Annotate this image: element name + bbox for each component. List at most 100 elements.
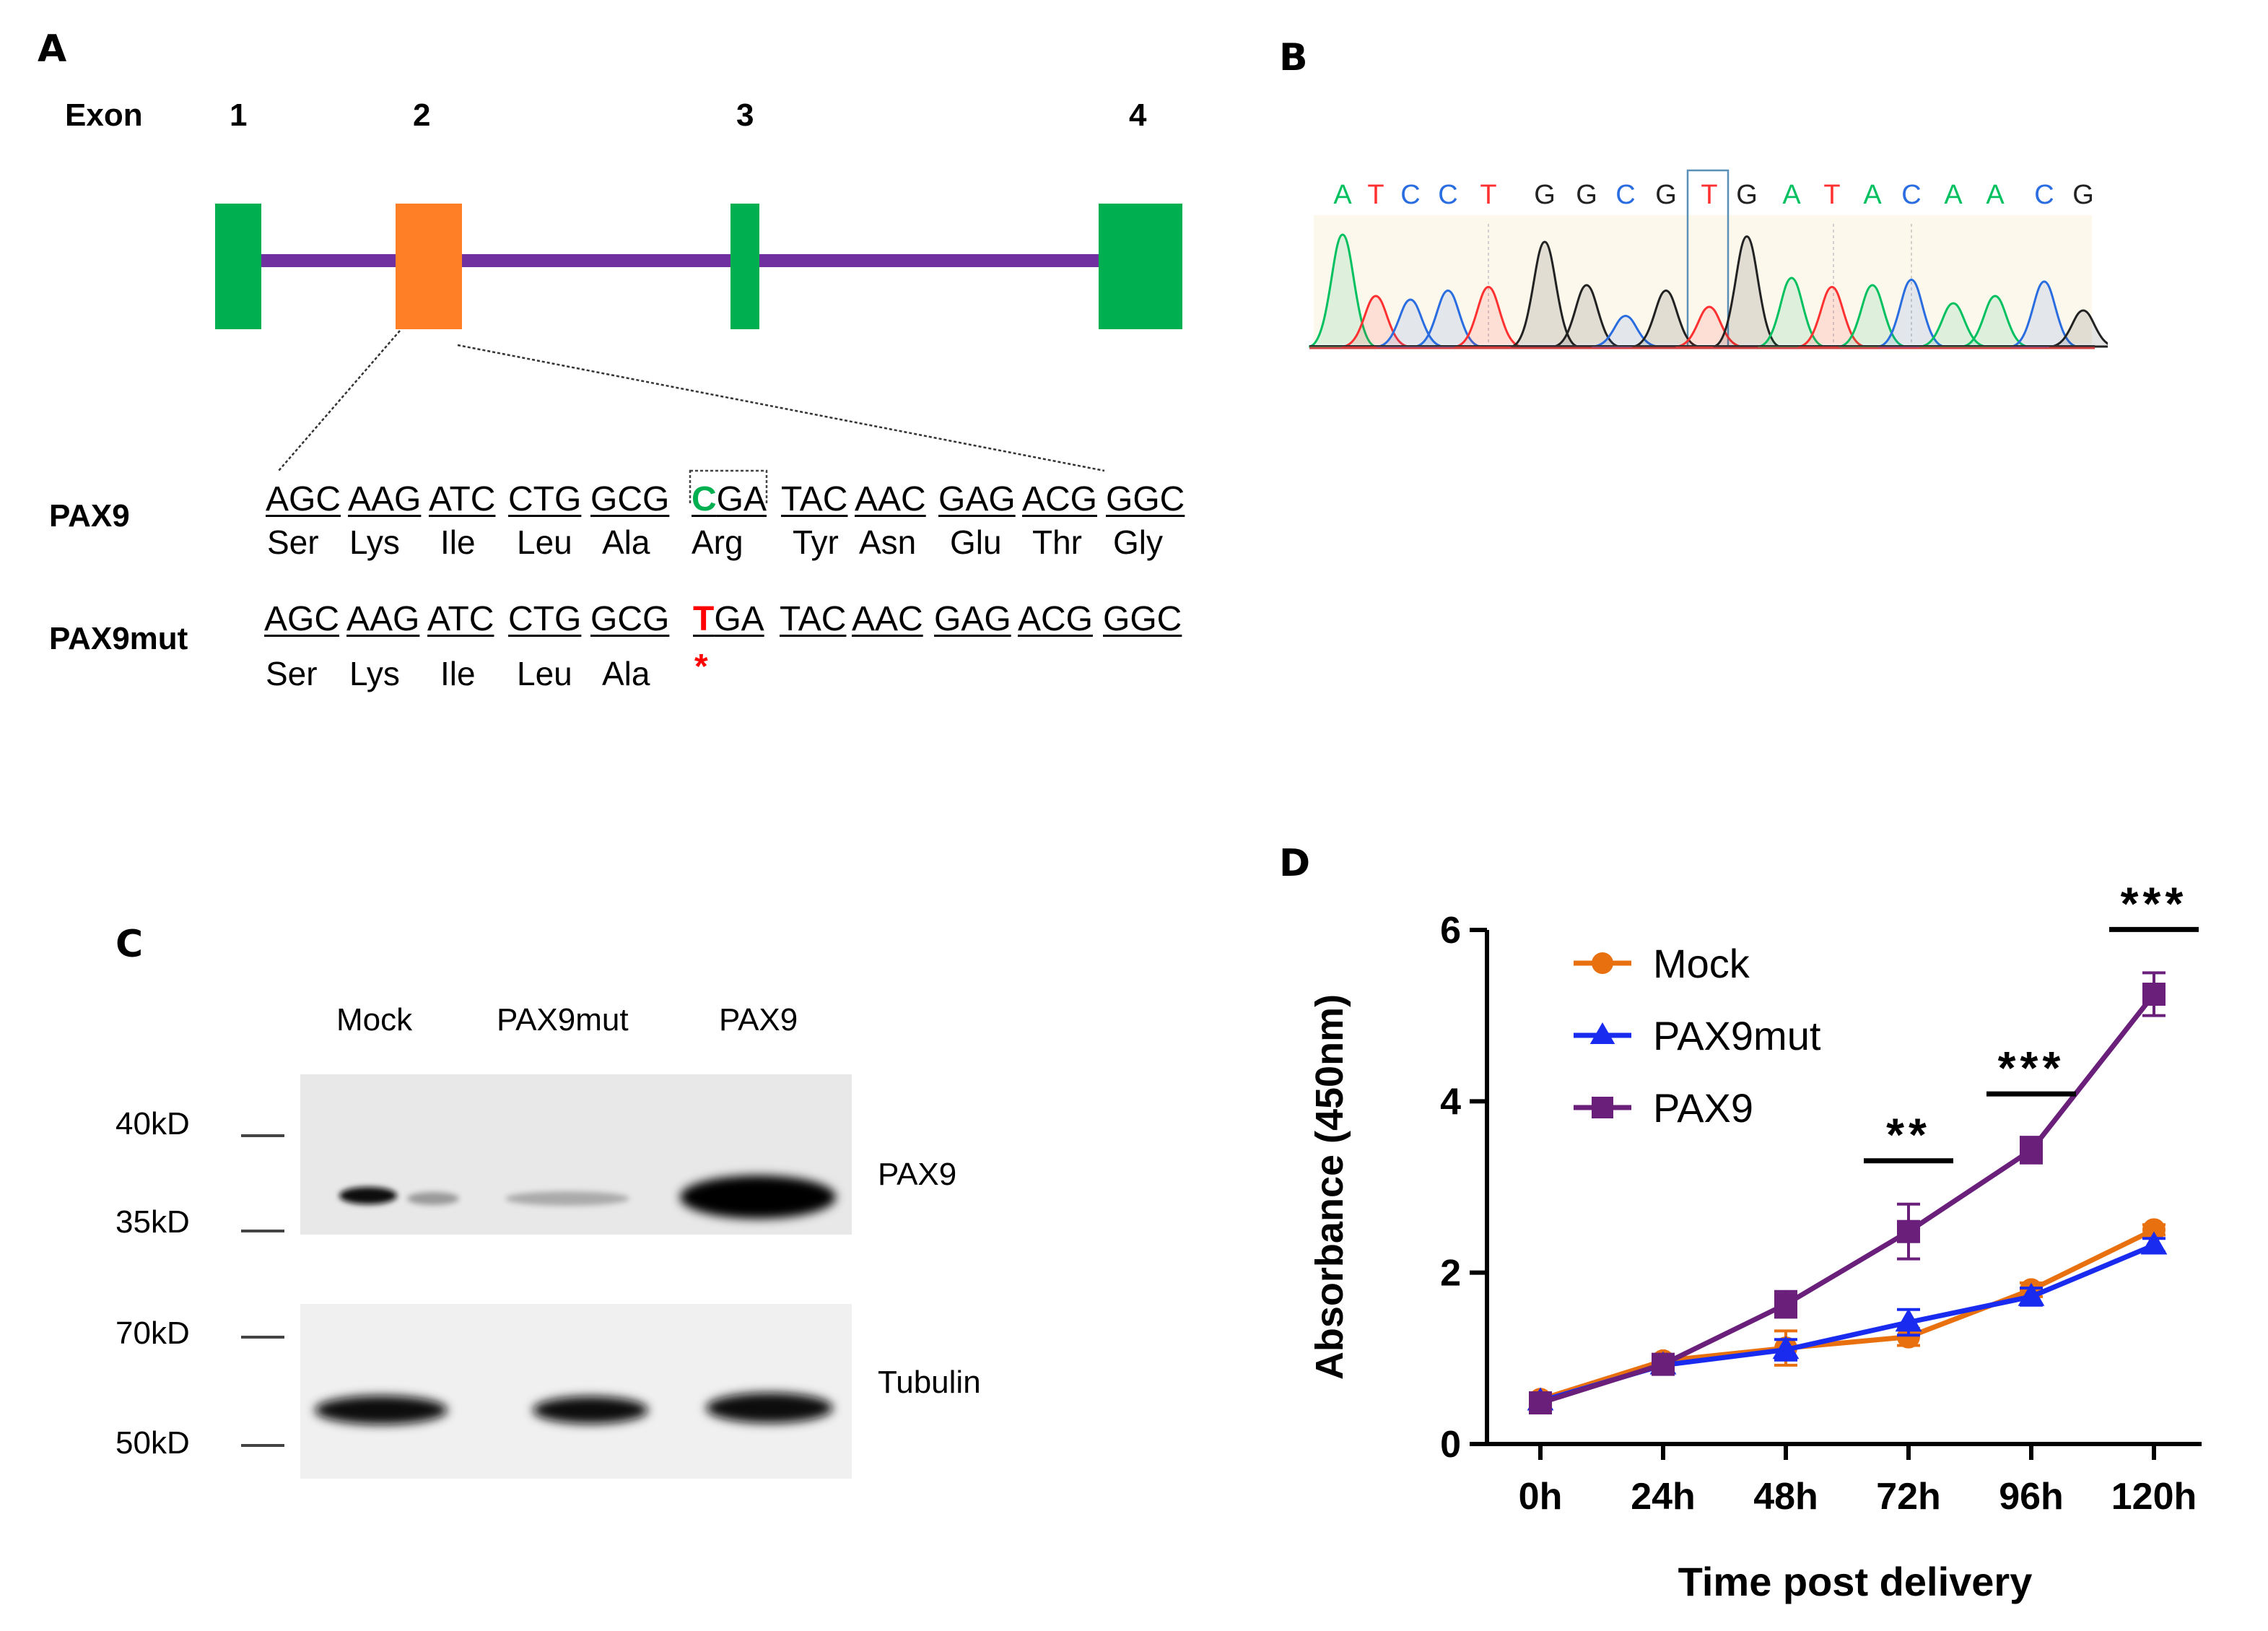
data-point: [2140, 1231, 2168, 1255]
lane-label-pax9mut: PAX9mut: [497, 1002, 629, 1038]
data-point: [1589, 1022, 1615, 1044]
chromatogram-peak: [1757, 277, 1826, 348]
chromatogram-base-label: G: [2072, 180, 2094, 210]
significance-label: ***: [2121, 877, 2188, 929]
wt-mutated-base: C: [692, 480, 717, 518]
wt-codon-2: AAG: [348, 480, 422, 518]
pax9-band-mock-faint: [407, 1192, 459, 1205]
x-tick-label: 120h: [2111, 1476, 2197, 1518]
chromatogram-base-label: C: [1400, 180, 1420, 210]
wt-codon-6-rest: GA: [716, 480, 767, 518]
panel-label-d: D: [1279, 842, 1311, 885]
y-axis-title: Absorbance (450nm): [1308, 994, 1351, 1380]
intron-line: [238, 254, 1148, 267]
panel-label-a: A: [38, 27, 67, 71]
wt-codon-11: GGC: [1106, 480, 1185, 518]
data-point: [1895, 1308, 1922, 1332]
absorbance-line-chart: 0 2 4 6 0h 24h 48h 72h 96h 120h Time post delivery…: [1308, 877, 2202, 1604]
wt-codon-10: ACG: [1022, 480, 1098, 518]
data-point: [1652, 1352, 1675, 1376]
y-tick-label: 6: [1440, 910, 1461, 952]
seq-label-mut: PAX9mut: [49, 621, 188, 656]
chromatogram-base-label: T: [1480, 180, 1496, 210]
marker-70kd: 70kD: [115, 1315, 190, 1351]
tubulin-band-pax9: [706, 1393, 833, 1423]
pax9-band-pax9: [680, 1175, 836, 1219]
wt-aa-11: Gly: [1113, 523, 1163, 561]
exon-label: Exon: [65, 97, 143, 133]
mut-codon-6: TGA: [693, 599, 764, 639]
gene-structure-diagram: [215, 204, 1182, 505]
panel-label-b: B: [1279, 36, 1308, 79]
exon-3-box: [730, 204, 759, 329]
mut-codon-5: GCG: [590, 600, 670, 638]
series-line: [1539, 1227, 2155, 1402]
significance-label: **: [1886, 1109, 1931, 1161]
x-tick-label: 24h: [1631, 1476, 1696, 1518]
chromatogram-peak: [1919, 302, 1988, 348]
x-tick-label: 72h: [1876, 1476, 1941, 1518]
wt-codon-1: AGC: [266, 480, 341, 518]
data-point: [1897, 1219, 1920, 1243]
wt-codon-8: AAC: [855, 480, 926, 518]
y-tick-label: 0: [1440, 1424, 1461, 1466]
wt-aa-7: Tyr: [793, 523, 839, 561]
chromatogram-peak: [1675, 305, 1744, 348]
series-mock: [1529, 1218, 2165, 1412]
chromatogram-base-label: C: [1901, 180, 1921, 210]
chromatogram-base-label: C: [2034, 180, 2054, 210]
mut-mutated-base: T: [693, 600, 715, 638]
wt-codon-9: GAG: [938, 480, 1016, 518]
zoom-line-left: [278, 330, 401, 471]
tubulin-band-mock: [315, 1396, 448, 1425]
chromatogram-peak: [1960, 295, 2030, 348]
chromatogram-peak: [1413, 289, 1483, 348]
tubulin-blot-membrane: [300, 1304, 852, 1479]
legend-label: PAX9mut: [1653, 1013, 1821, 1058]
mut-codon-1: AGC: [264, 600, 340, 638]
mut-codon-10: ACG: [1018, 600, 1094, 638]
data-point: [1772, 1336, 1800, 1360]
chromatogram-base-label: C: [1615, 180, 1635, 210]
exon-4-box: [1099, 204, 1182, 329]
exon-number-1: 1: [230, 97, 248, 133]
exon-number-4: 4: [1129, 97, 1147, 133]
chromatogram-base-label: T: [1823, 180, 1840, 210]
chromatogram-base-label: T: [1367, 180, 1384, 210]
mut-aa-1: Ser: [266, 655, 318, 692]
mut-aa-5: Ala: [602, 655, 650, 692]
chromatogram-base-label: G: [1534, 180, 1556, 210]
mutation-box: [689, 469, 768, 505]
chromatogram-base-label: A: [1944, 180, 1963, 210]
lane-label-pax9: PAX9: [719, 1002, 798, 1038]
chromatogram-peak: [1510, 240, 1579, 348]
wt-codon-4: CTG: [508, 480, 582, 518]
legend-label: Mock: [1653, 941, 1750, 986]
chromatogram-peak: [1797, 285, 1867, 348]
mut-codon-7: TAC: [780, 600, 847, 638]
wt-codon-6: CGA: [692, 479, 767, 519]
significance-label: ***: [1998, 1042, 2065, 1094]
stop-codon-asterisk: *: [694, 648, 708, 686]
marker-50kd: 50kD: [115, 1425, 190, 1461]
wt-aa-4: Leu: [517, 523, 572, 561]
western-blot: [241, 1074, 852, 1479]
chromatogram-base-label: G: [1576, 180, 1597, 210]
mut-codon-4: CTG: [508, 600, 582, 638]
wt-aa-2: Lys: [349, 523, 400, 561]
exon-number-3: 3: [736, 97, 754, 133]
x-tick-label: 96h: [1999, 1476, 2064, 1518]
chromatogram-base-label: A: [1782, 180, 1801, 210]
mut-codon-2: AAG: [346, 600, 420, 638]
chromatogram-base-label: A: [1333, 180, 1352, 210]
protein-label-tubulin: Tubulin: [878, 1365, 981, 1400]
wt-codon-5: GCG: [590, 480, 670, 518]
chromatogram-peak: [1712, 235, 1781, 348]
y-tick-label: 2: [1440, 1253, 1461, 1295]
pax9-band-pax9mut: [505, 1191, 629, 1206]
wt-aa-3: Ile: [440, 523, 476, 561]
exon-number-2: 2: [413, 97, 431, 133]
exon-1-box: [215, 204, 261, 329]
mut-codon-8: AAC: [852, 600, 923, 638]
